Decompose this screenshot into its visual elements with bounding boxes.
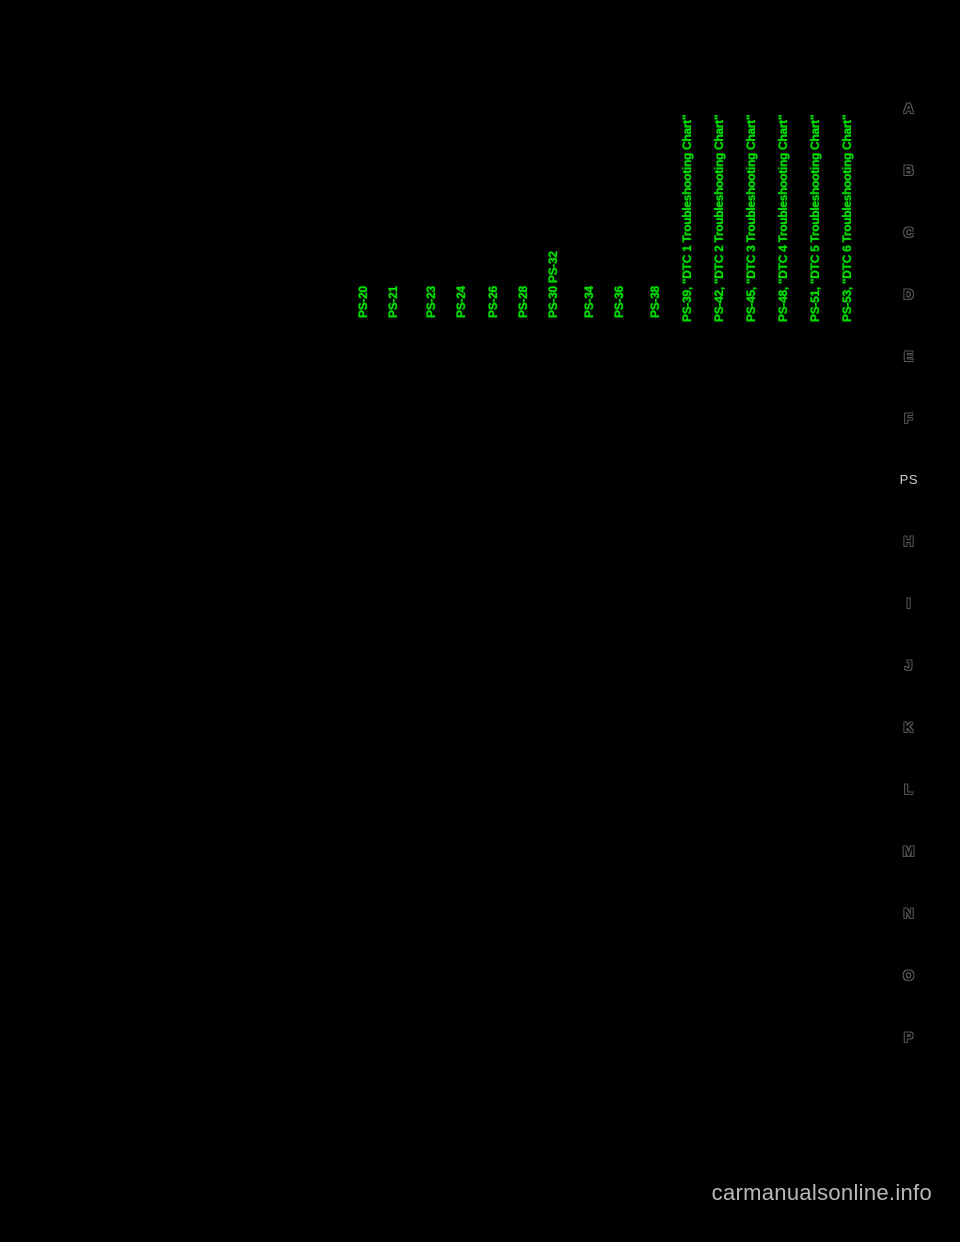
toc-link-page: PS-21	[386, 286, 400, 318]
section-tab-k[interactable]: K	[904, 719, 915, 735]
toc-link-page: PS-36	[612, 286, 626, 318]
toc-link[interactable]: PS-26	[486, 286, 500, 322]
toc-link[interactable]: PS-20	[356, 286, 370, 322]
toc-link-page: PS-20	[356, 286, 370, 318]
toc-link-page: PS-24	[454, 286, 468, 318]
section-tab-b[interactable]: B	[904, 162, 915, 178]
section-tab-i[interactable]: I	[907, 595, 911, 611]
toc-link-page: PS-26	[486, 286, 500, 318]
toc-link[interactable]: PS-39, "DTC 1 Troubleshooting Chart"	[680, 115, 694, 322]
section-tab-n[interactable]: N	[904, 905, 915, 921]
section-tab-c[interactable]: C	[904, 224, 915, 240]
toc-link[interactable]: PS-21	[386, 286, 400, 322]
toc-link-label: PS-42, "DTC 2 Troubleshooting Chart"	[712, 115, 726, 322]
section-tab-p[interactable]: P	[904, 1029, 914, 1045]
section-tab-j[interactable]: J	[905, 657, 913, 673]
toc-link[interactable]: PS-36	[612, 286, 626, 322]
toc-link[interactable]: PS-34	[582, 286, 596, 322]
section-letter-nav: A B C D E F PS H I J K L M N O P	[900, 100, 918, 1045]
toc-link[interactable]: PS-45, "DTC 3 Troubleshooting Chart"	[744, 115, 758, 322]
section-tab-f[interactable]: F	[904, 410, 913, 426]
toc-link[interactable]: PS-53, "DTC 6 Troubleshooting Chart"	[840, 115, 854, 322]
toc-link-page: PS-30 PS-32	[546, 251, 560, 318]
toc-link[interactable]: PS-24	[454, 286, 468, 322]
toc-link-label: PS-51, "DTC 5 Troubleshooting Chart"	[808, 115, 822, 322]
section-tab-a[interactable]: A	[904, 100, 915, 116]
toc-link[interactable]: PS-38	[648, 286, 662, 322]
section-tab-d[interactable]: D	[904, 286, 915, 302]
toc-link[interactable]: PS-42, "DTC 2 Troubleshooting Chart"	[712, 115, 726, 322]
watermark-text: carmanualsonline.info	[712, 1180, 932, 1206]
toc-link[interactable]: PS-51, "DTC 5 Troubleshooting Chart"	[808, 115, 822, 322]
toc-link[interactable]: PS-30 PS-32	[546, 251, 560, 322]
manual-page: ABCDEFPSHIJKLMNOP PS-20PS-21PS-23PS-24PS…	[0, 0, 960, 1242]
toc-link-page: PS-23	[424, 286, 438, 318]
toc-link-page: PS-38	[648, 286, 662, 318]
toc-link-label: PS-53, "DTC 6 Troubleshooting Chart"	[840, 115, 854, 322]
toc-links-block: PS-20PS-21PS-23PS-24PS-26PS-28PS-30 PS-3…	[356, 322, 876, 323]
toc-link-page: PS-28	[516, 286, 530, 318]
toc-link[interactable]: PS-28	[516, 286, 530, 322]
section-tab-m[interactable]: M	[903, 843, 915, 859]
toc-link[interactable]: PS-23	[424, 286, 438, 322]
section-tab-o[interactable]: O	[903, 967, 914, 983]
section-tab-h[interactable]: H	[904, 533, 915, 549]
toc-link-label: PS-39, "DTC 1 Troubleshooting Chart"	[680, 115, 694, 322]
toc-link-label: PS-48, "DTC 4 Troubleshooting Chart"	[776, 115, 790, 322]
section-tab-e[interactable]: E	[904, 348, 914, 364]
section-tab-l[interactable]: L	[904, 781, 913, 797]
toc-link-page: PS-34	[582, 286, 596, 318]
toc-link[interactable]: PS-48, "DTC 4 Troubleshooting Chart"	[776, 115, 790, 322]
toc-link-label: PS-45, "DTC 3 Troubleshooting Chart"	[744, 115, 758, 322]
section-tab-ps[interactable]: PS	[900, 472, 918, 487]
